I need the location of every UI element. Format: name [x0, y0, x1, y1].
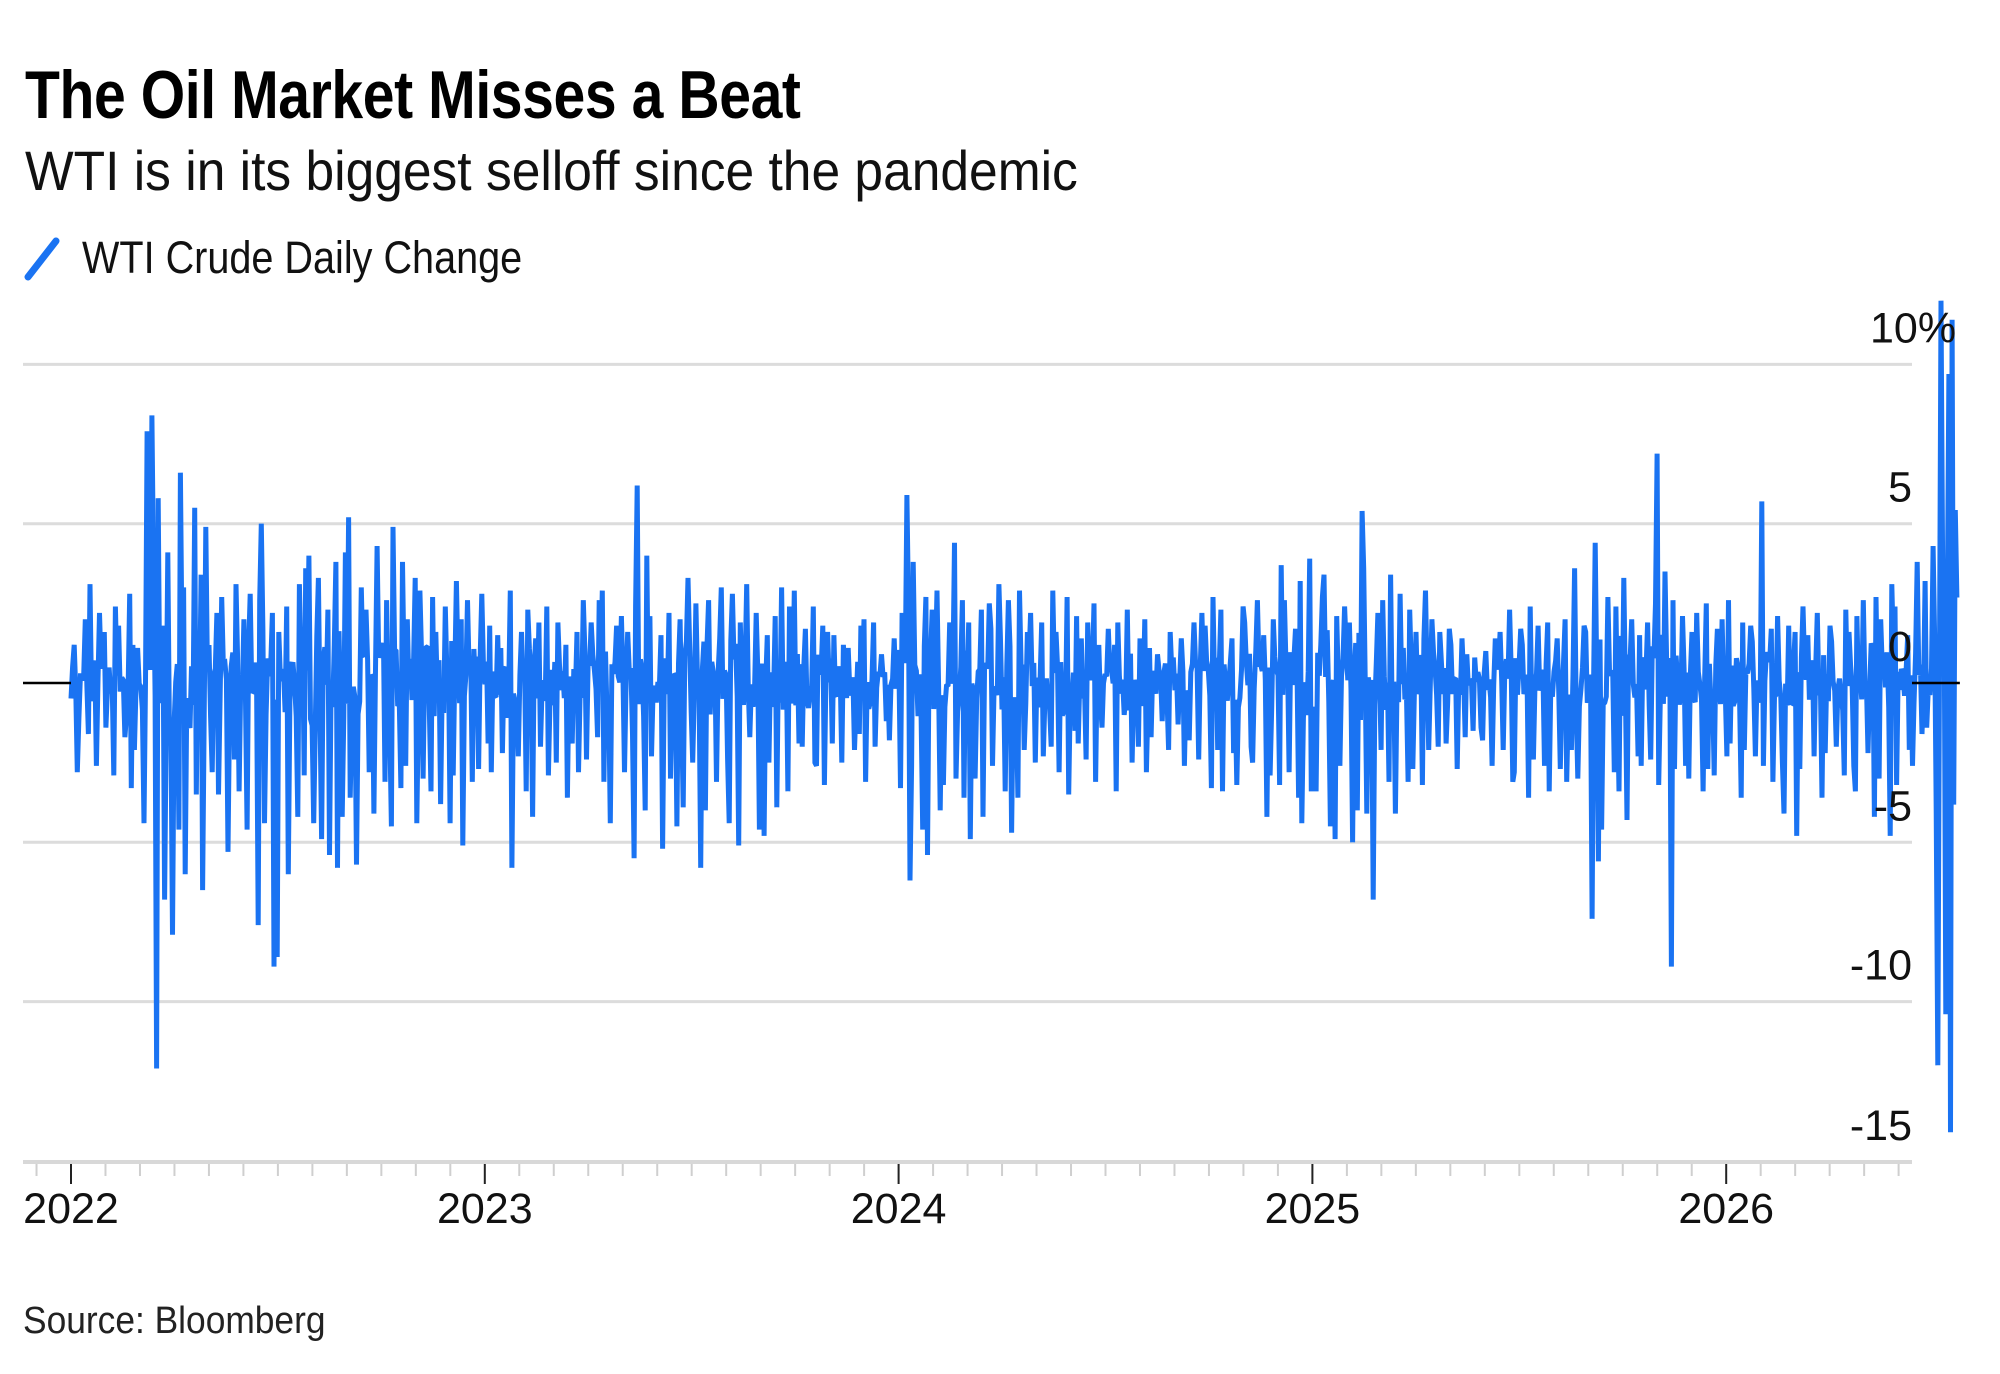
y-axis-labels: 10% 5 0 -5 -10 -15 — [1850, 304, 1956, 1150]
y-tick-label: -10 — [1850, 942, 1912, 990]
legend: WTI Crude Daily Change — [24, 228, 582, 288]
x-axis: 2022 2023 2024 2025 2026 — [23, 1160, 1912, 1233]
series-group — [68, 300, 1960, 1133]
y-tick-label: 5 — [1888, 464, 1912, 512]
source-note: Source: Bloomberg — [23, 1300, 326, 1342]
x-tick-label: 2026 — [1678, 1185, 1774, 1233]
x-tick-label: 2024 — [851, 1185, 947, 1233]
series-line-wti-daily-change — [68, 300, 1960, 1133]
x-tick-label: 2023 — [437, 1185, 533, 1233]
chart-subtitle: WTI is in its biggest selloff since the … — [25, 139, 1078, 202]
y-tick-label: 0 — [1888, 623, 1912, 671]
chart-title: The Oil Market Misses a Beat — [25, 57, 801, 133]
y-tick-label: 10% — [1870, 304, 1956, 352]
y-tick-label: -15 — [1850, 1102, 1912, 1150]
legend-line-icon — [24, 237, 60, 281]
x-tick-label: 2022 — [23, 1185, 119, 1233]
y-tick-label: -5 — [1874, 782, 1912, 830]
legend-label: WTI Crude Daily Change — [82, 232, 523, 283]
x-tick-label: 2025 — [1265, 1185, 1361, 1233]
